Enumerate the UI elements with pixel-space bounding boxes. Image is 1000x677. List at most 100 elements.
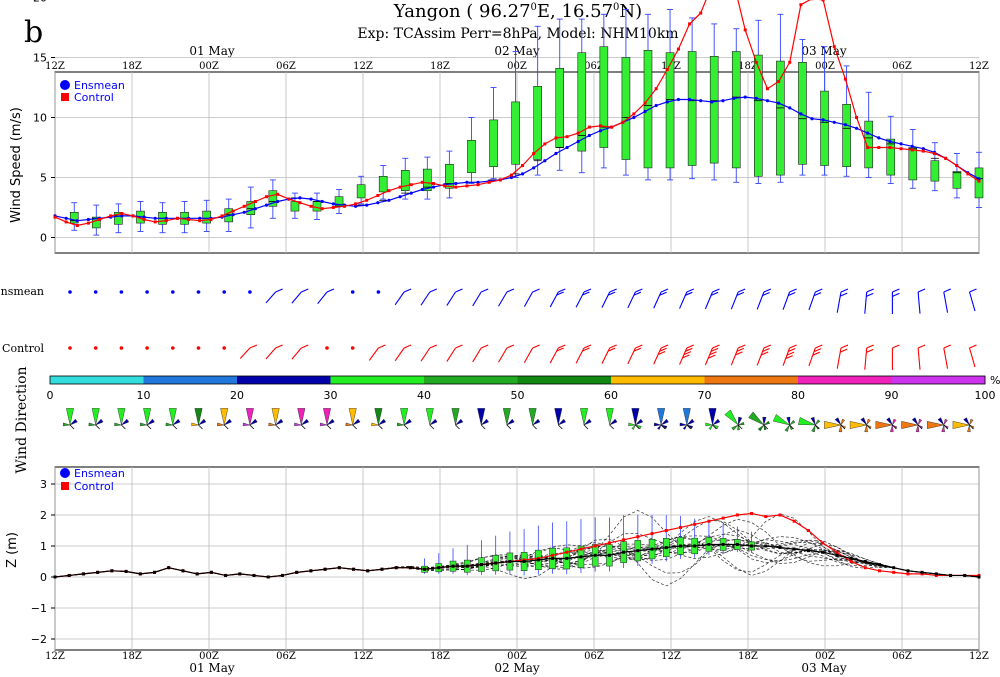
control-calm-dot xyxy=(325,346,329,350)
wind-speed-control-point xyxy=(688,22,692,26)
ensmean-barb xyxy=(653,288,669,309)
wind-speed-control-point xyxy=(498,178,502,182)
time-tick-label-top: 18Z xyxy=(430,61,450,72)
time-tick-label-top: 12Z xyxy=(353,61,373,72)
control-calm-dot xyxy=(196,346,201,350)
wind-rose-stem xyxy=(917,424,923,430)
percent-symbol: % xyxy=(990,374,1000,387)
wind-rose-petal xyxy=(731,424,739,431)
wind-speed-ensmean-point xyxy=(398,195,402,199)
box xyxy=(886,138,896,176)
wind-rose-petal xyxy=(886,417,893,426)
wind-rose-petal xyxy=(502,408,511,426)
wind-speed-ylabel: Wind Speed (m/s) xyxy=(9,107,24,223)
wind-rose xyxy=(724,409,745,431)
wind-rose-petal xyxy=(245,408,254,426)
box xyxy=(731,51,741,169)
control-barb-staff xyxy=(601,347,611,364)
ensmean-barb xyxy=(968,288,977,312)
ensmean-barb xyxy=(943,288,952,313)
ensmean-barb-feather xyxy=(789,288,797,293)
wind-rose xyxy=(165,408,181,430)
wind-speed-ensmean-point xyxy=(732,96,736,100)
wind-rose-petal xyxy=(455,418,464,426)
control-barb xyxy=(917,344,926,370)
time-tick-label-top: 00Z xyxy=(199,61,219,72)
z-ensmean-point xyxy=(693,544,697,548)
z-ensmean-point xyxy=(96,570,100,574)
control-barb-feather xyxy=(840,348,848,353)
z-control-point xyxy=(906,572,910,576)
box xyxy=(400,170,410,192)
wind-rose-stem xyxy=(403,424,409,430)
control-barb-staff xyxy=(627,347,636,365)
wind-rose-petal xyxy=(62,422,71,427)
wind-rose-stem xyxy=(943,424,949,430)
wind-speed-control-point xyxy=(75,224,79,227)
z-ensmean-point xyxy=(138,572,142,576)
control-barb-feather xyxy=(736,347,745,352)
wind-rose-stem xyxy=(275,424,280,430)
control-barb-feather xyxy=(403,344,412,349)
wind-speed-control-point xyxy=(610,125,614,129)
wind-speed-ensmean-point xyxy=(86,217,90,222)
control-barb-feather xyxy=(275,344,283,349)
z-ensmean-point xyxy=(906,569,910,573)
date-label-bottom-1: 01 May xyxy=(189,661,235,675)
ensmean-barb-staff xyxy=(943,291,949,313)
ensmean-calm-dot xyxy=(376,290,381,294)
wind-speed-ensmean-point xyxy=(777,101,781,105)
wind-rose-petal xyxy=(653,422,662,427)
ensmean-barb-feather xyxy=(429,288,438,293)
wind-rose xyxy=(748,411,770,432)
control-barb-feather xyxy=(685,347,693,352)
wind-rose-petal xyxy=(558,418,567,426)
ensmean-barb-feather xyxy=(558,288,566,293)
ensmean-calm-dot xyxy=(145,290,149,294)
control-barb-feather xyxy=(378,344,386,349)
wind-rose-petal xyxy=(249,418,258,426)
control-barb-staff xyxy=(498,347,508,363)
wind-rose xyxy=(628,408,644,430)
ensmean-barb xyxy=(704,288,720,310)
control-barb xyxy=(864,344,874,370)
z-ensmean-point xyxy=(153,570,157,574)
wind-rose-petal xyxy=(121,418,130,426)
control-barb-feather xyxy=(815,344,823,349)
control-barb-feather xyxy=(866,344,874,349)
wind-speed-control-point xyxy=(565,135,569,139)
wind-speed-control-point xyxy=(888,146,892,149)
wind-rose-petal xyxy=(146,418,155,426)
wind-rose-stem xyxy=(198,424,203,430)
wind-speed-control-point xyxy=(287,197,291,201)
z-control-point xyxy=(821,541,825,545)
z-ensmean-point xyxy=(110,569,114,573)
ensmean-barb-feather xyxy=(866,288,874,293)
wind-speed-ensmean-point xyxy=(198,216,202,220)
wind-speed-control-point xyxy=(465,184,469,188)
wind-speed-control-point xyxy=(98,218,102,221)
z-ensmean-point xyxy=(750,544,754,548)
z-ensmean-point xyxy=(821,550,825,554)
control-barb-staff xyxy=(368,347,379,361)
wind-rose-petal xyxy=(69,418,78,426)
ensmean-barb-staff xyxy=(291,291,302,304)
wind-rose-petal xyxy=(580,408,588,426)
z-ensmean-point xyxy=(508,560,512,563)
wind-speed-control-point xyxy=(64,220,68,224)
control-barb xyxy=(653,344,669,365)
wind-rose-petal xyxy=(605,408,614,426)
wind-rose-petal xyxy=(635,418,644,426)
wind-rose-stem xyxy=(506,424,512,430)
z-control-point xyxy=(721,516,725,520)
ensmean-barb-feather xyxy=(737,288,746,293)
ensmean-calm-dot xyxy=(196,290,201,294)
scale-segment xyxy=(143,376,238,384)
wind-rose-petal xyxy=(963,417,970,426)
z-ensmean-point xyxy=(53,575,57,579)
control-barb xyxy=(549,344,566,364)
ensmean-barb-feather xyxy=(275,288,283,293)
wind-speed-control-point xyxy=(86,221,90,225)
wind-rose-petal xyxy=(763,424,767,431)
wind-rose-petal xyxy=(224,418,232,426)
